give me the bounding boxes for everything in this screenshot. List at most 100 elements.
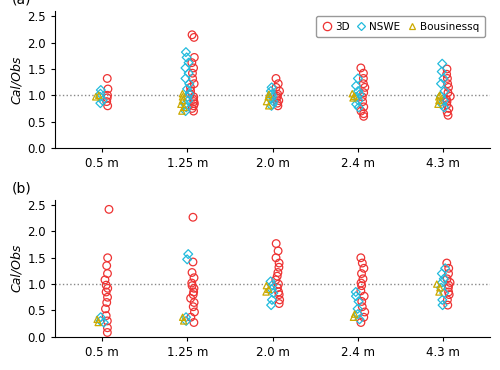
Point <box>262 283 270 289</box>
Point <box>354 306 362 312</box>
Point <box>438 69 446 75</box>
Point <box>356 91 364 97</box>
Point <box>437 93 445 99</box>
Point <box>188 283 196 289</box>
Point <box>104 318 112 324</box>
Point <box>183 256 191 262</box>
Y-axis label: Cal/Obs: Cal/Obs <box>10 56 23 104</box>
Point <box>182 318 190 324</box>
Point <box>188 70 196 76</box>
Point <box>268 297 276 303</box>
Point <box>357 288 365 294</box>
Point <box>275 300 283 306</box>
Point <box>180 104 188 110</box>
Point <box>266 96 274 102</box>
Point <box>359 276 367 282</box>
Point <box>357 280 365 286</box>
Point <box>443 102 451 108</box>
Point <box>434 101 442 107</box>
Point <box>268 94 276 100</box>
Point <box>190 320 198 326</box>
Point <box>360 104 368 110</box>
Point <box>182 108 190 114</box>
Point <box>354 299 362 305</box>
Point <box>97 87 105 93</box>
Point <box>190 94 198 100</box>
Point <box>266 279 274 285</box>
Point <box>190 285 198 291</box>
Point <box>440 75 448 81</box>
Point <box>190 275 198 281</box>
Point <box>178 98 186 104</box>
Point <box>270 290 278 296</box>
Point <box>190 103 198 109</box>
Point <box>433 281 441 287</box>
Point <box>104 330 112 336</box>
Point <box>94 320 102 326</box>
Point <box>190 101 198 107</box>
Point <box>102 99 110 105</box>
Point <box>352 101 360 107</box>
Point <box>358 99 366 105</box>
Point <box>444 285 452 291</box>
Point <box>188 32 196 38</box>
Point <box>104 103 112 109</box>
Point <box>435 289 443 295</box>
Point <box>446 93 454 99</box>
Point <box>437 81 445 87</box>
Point <box>190 99 198 105</box>
Point <box>445 105 453 111</box>
Point <box>440 276 448 282</box>
Point <box>446 280 454 286</box>
Point <box>186 91 194 97</box>
Point <box>349 95 357 101</box>
Point <box>184 251 192 257</box>
Point <box>103 95 111 101</box>
Point <box>275 264 283 270</box>
Point <box>102 282 110 288</box>
Point <box>353 94 361 100</box>
Point <box>262 99 270 105</box>
Point <box>104 92 112 98</box>
Point <box>270 99 278 105</box>
Point <box>350 93 358 99</box>
Point <box>184 94 192 100</box>
Point <box>352 83 360 89</box>
Point <box>274 91 281 97</box>
Point <box>189 214 197 220</box>
Point <box>182 314 190 320</box>
Point <box>444 112 452 118</box>
Point <box>103 75 111 81</box>
Point <box>274 100 281 106</box>
Point <box>358 94 366 100</box>
Point <box>100 320 108 326</box>
Point <box>438 297 446 303</box>
Point <box>272 255 280 261</box>
Point <box>178 91 186 97</box>
Point <box>275 98 283 104</box>
Point <box>102 306 110 312</box>
Point <box>274 103 282 109</box>
Point <box>443 260 451 266</box>
Point <box>435 94 443 100</box>
Point <box>190 81 198 87</box>
Point <box>177 101 185 107</box>
Point <box>354 311 362 317</box>
Point <box>444 302 452 308</box>
Point <box>265 91 273 97</box>
Point <box>348 91 356 97</box>
Point <box>360 90 368 95</box>
Point <box>358 299 366 305</box>
Point <box>184 98 192 104</box>
Point <box>98 98 106 104</box>
Point <box>102 263 110 269</box>
Y-axis label: Cal/Obs: Cal/Obs <box>10 244 23 292</box>
Point <box>181 101 189 107</box>
Point <box>444 90 452 95</box>
Point <box>440 98 448 104</box>
Point <box>186 295 194 301</box>
Point <box>360 314 368 320</box>
Point <box>444 75 452 81</box>
Point <box>267 88 275 94</box>
Point <box>436 92 444 98</box>
